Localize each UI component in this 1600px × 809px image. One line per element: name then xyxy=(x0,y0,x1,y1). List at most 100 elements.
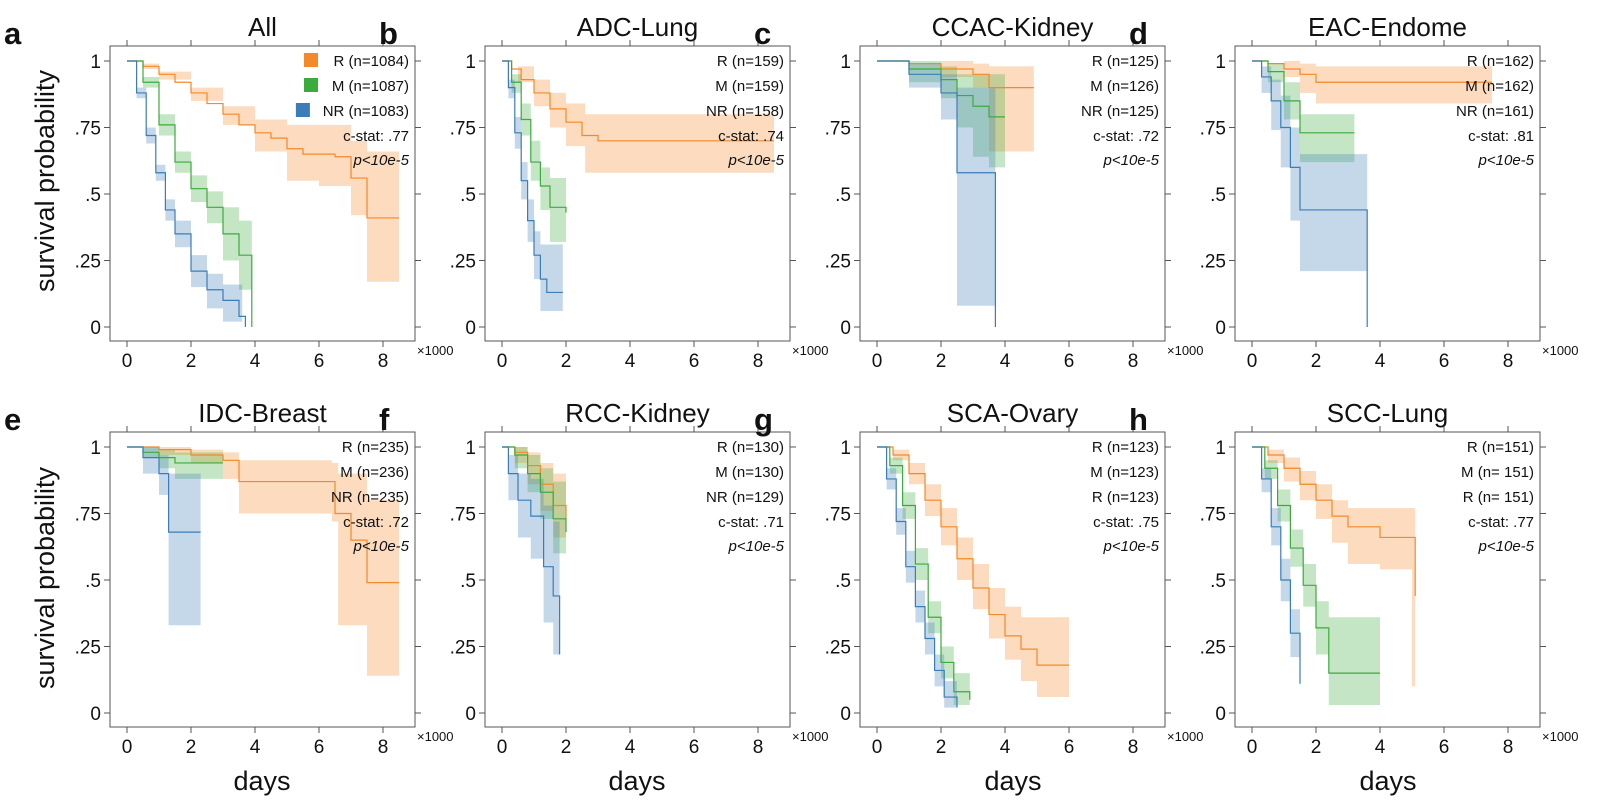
survival-curve-M xyxy=(1252,446,1380,674)
x-tick-label: 6 xyxy=(1064,351,1075,372)
ci-band-NR xyxy=(127,447,201,626)
ci-band-NR xyxy=(877,61,996,306)
legend-entry: M (n=123) xyxy=(1090,464,1159,481)
x-axis-label-h: days xyxy=(1359,766,1416,796)
x-tick-label: 4 xyxy=(1375,737,1386,758)
y-tick-label: .75 xyxy=(1200,119,1226,140)
ci-band-NR xyxy=(1252,447,1300,708)
x-axis-label-g: days xyxy=(984,766,1041,796)
legend-marker-NR xyxy=(295,103,310,117)
panel-c: c CCAC-Kidney 0 2 4 6 8 ×1000 0 .25 .5 .75 1 R (n=125… xyxy=(754,12,1204,372)
ci-band-NR xyxy=(127,61,243,327)
c-stat: c-stat: .75 xyxy=(1093,514,1159,531)
ci-band-M xyxy=(502,447,566,567)
legend-entry: NR (n=158) xyxy=(706,103,784,120)
y-tick-label: .25 xyxy=(450,638,476,659)
x-tick-label: 8 xyxy=(378,351,389,372)
survival-curve-NR xyxy=(1252,60,1368,327)
x-multiplier: ×1000 xyxy=(792,729,829,744)
c-stat: c-stat: .72 xyxy=(1093,128,1159,145)
survival-curve-NR xyxy=(127,60,246,327)
x-tick-label: 2 xyxy=(186,351,197,372)
ci-band-M xyxy=(877,61,1005,168)
panel-title: SCC-Lung xyxy=(1327,398,1448,428)
survival-curve-R xyxy=(127,60,399,219)
y-tick-label: 1 xyxy=(840,438,851,459)
p-value: p<10e-5 xyxy=(728,152,785,169)
legend-entry: R (n=151) xyxy=(1467,439,1534,456)
survival-curve-M xyxy=(127,60,253,327)
panel-letter: b xyxy=(379,16,398,51)
y-tick-label: 0 xyxy=(1215,704,1226,725)
y-tick-label: .75 xyxy=(825,119,851,140)
y-tick-label: 0 xyxy=(840,318,851,339)
x-multiplier: ×1000 xyxy=(1167,729,1204,744)
legend-entry: R (n=162) xyxy=(1467,53,1534,70)
survival-curve-R xyxy=(127,446,399,584)
panel-d: d EAC-Endome 0 2 4 6 8 ×1000 0 .25 .5 .75 1 R (n=162)… xyxy=(1129,12,1579,372)
panel-letter: f xyxy=(379,402,390,437)
panel-letter: c xyxy=(754,16,771,51)
legend-entry: M (n=126) xyxy=(1090,78,1159,95)
survival-curve-M xyxy=(1252,60,1355,134)
p-value: p<10e-5 xyxy=(1103,152,1160,169)
ci-band-R xyxy=(877,61,1034,152)
ci-band-R xyxy=(502,447,566,549)
x-tick-label: 2 xyxy=(1311,737,1322,758)
x-tick-label: 8 xyxy=(1503,737,1514,758)
panel-title: CCAC-Kidney xyxy=(932,12,1094,42)
p-value: p<10e-5 xyxy=(1478,538,1535,555)
x-tick-label: 4 xyxy=(1375,351,1386,372)
x-tick-label: 8 xyxy=(753,351,764,372)
panel-letter: h xyxy=(1129,402,1148,437)
panel-letter: g xyxy=(754,402,773,437)
p-value: p<10e-5 xyxy=(1478,152,1535,169)
y-tick-label: .5 xyxy=(835,185,851,206)
legend-entry: R (n= 151) xyxy=(1463,489,1534,506)
y-tick-label: .25 xyxy=(450,252,476,273)
x-tick-label: 2 xyxy=(561,351,572,372)
panel-f: f RCC-Kidney 0 2 4 6 8 ×1000 0 .25 .5 .75 1 R (n=130)… xyxy=(379,398,829,758)
ci-band-M xyxy=(877,447,970,711)
p-value: p<10e-5 xyxy=(1103,538,1160,555)
x-tick-label: 4 xyxy=(625,351,636,372)
y-axis-label-bottom: survival probability xyxy=(30,466,60,689)
y-tick-label: .75 xyxy=(1200,505,1226,526)
survival-curve-NR xyxy=(127,446,201,533)
panel-letter: d xyxy=(1129,16,1148,51)
legend-entry: M (n=159) xyxy=(715,78,784,95)
x-tick-label: 2 xyxy=(936,737,947,758)
legend-entry: M (n= 151) xyxy=(1461,464,1534,481)
x-tick-label: 4 xyxy=(1000,737,1011,758)
x-tick-label: 8 xyxy=(753,737,764,758)
panel-b: b ADC-Lung 0 2 4 6 8 ×1000 0 .25 .5 .75 1 R (n=159) M … xyxy=(379,12,829,372)
ci-band-NR xyxy=(502,447,560,708)
y-tick-label: .75 xyxy=(75,505,101,526)
y-tick-label: 0 xyxy=(1215,318,1226,339)
legend-entry: M (n=130) xyxy=(715,464,784,481)
y-tick-label: 1 xyxy=(90,52,101,73)
legend-entry: R (n=1084) xyxy=(334,53,409,70)
x-multiplier: ×1000 xyxy=(1542,729,1579,744)
y-tick-label: .25 xyxy=(1200,252,1226,273)
y-tick-label: .75 xyxy=(450,505,476,526)
y-tick-label: .75 xyxy=(75,119,101,140)
x-multiplier: ×1000 xyxy=(1167,343,1204,358)
x-tick-label: 4 xyxy=(1000,351,1011,372)
legend-entry: M (n=1087) xyxy=(332,78,409,95)
x-tick-label: 6 xyxy=(1439,737,1450,758)
panel-title: All xyxy=(248,12,277,42)
survival-curve-NR xyxy=(877,60,996,327)
legend-entry: NR (n=125) xyxy=(1081,103,1159,120)
y-tick-label: .5 xyxy=(1210,571,1226,592)
y-tick-label: .25 xyxy=(825,638,851,659)
x-tick-label: 0 xyxy=(122,351,133,372)
x-tick-label: 4 xyxy=(250,737,261,758)
y-tick-label: 1 xyxy=(90,438,101,459)
ci-band-M xyxy=(127,61,252,290)
legend-entry: R (n=123) xyxy=(1092,439,1159,456)
y-tick-label: .25 xyxy=(1200,638,1226,659)
y-tick-label: 0 xyxy=(465,704,476,725)
c-stat: c-stat: .74 xyxy=(718,128,784,145)
